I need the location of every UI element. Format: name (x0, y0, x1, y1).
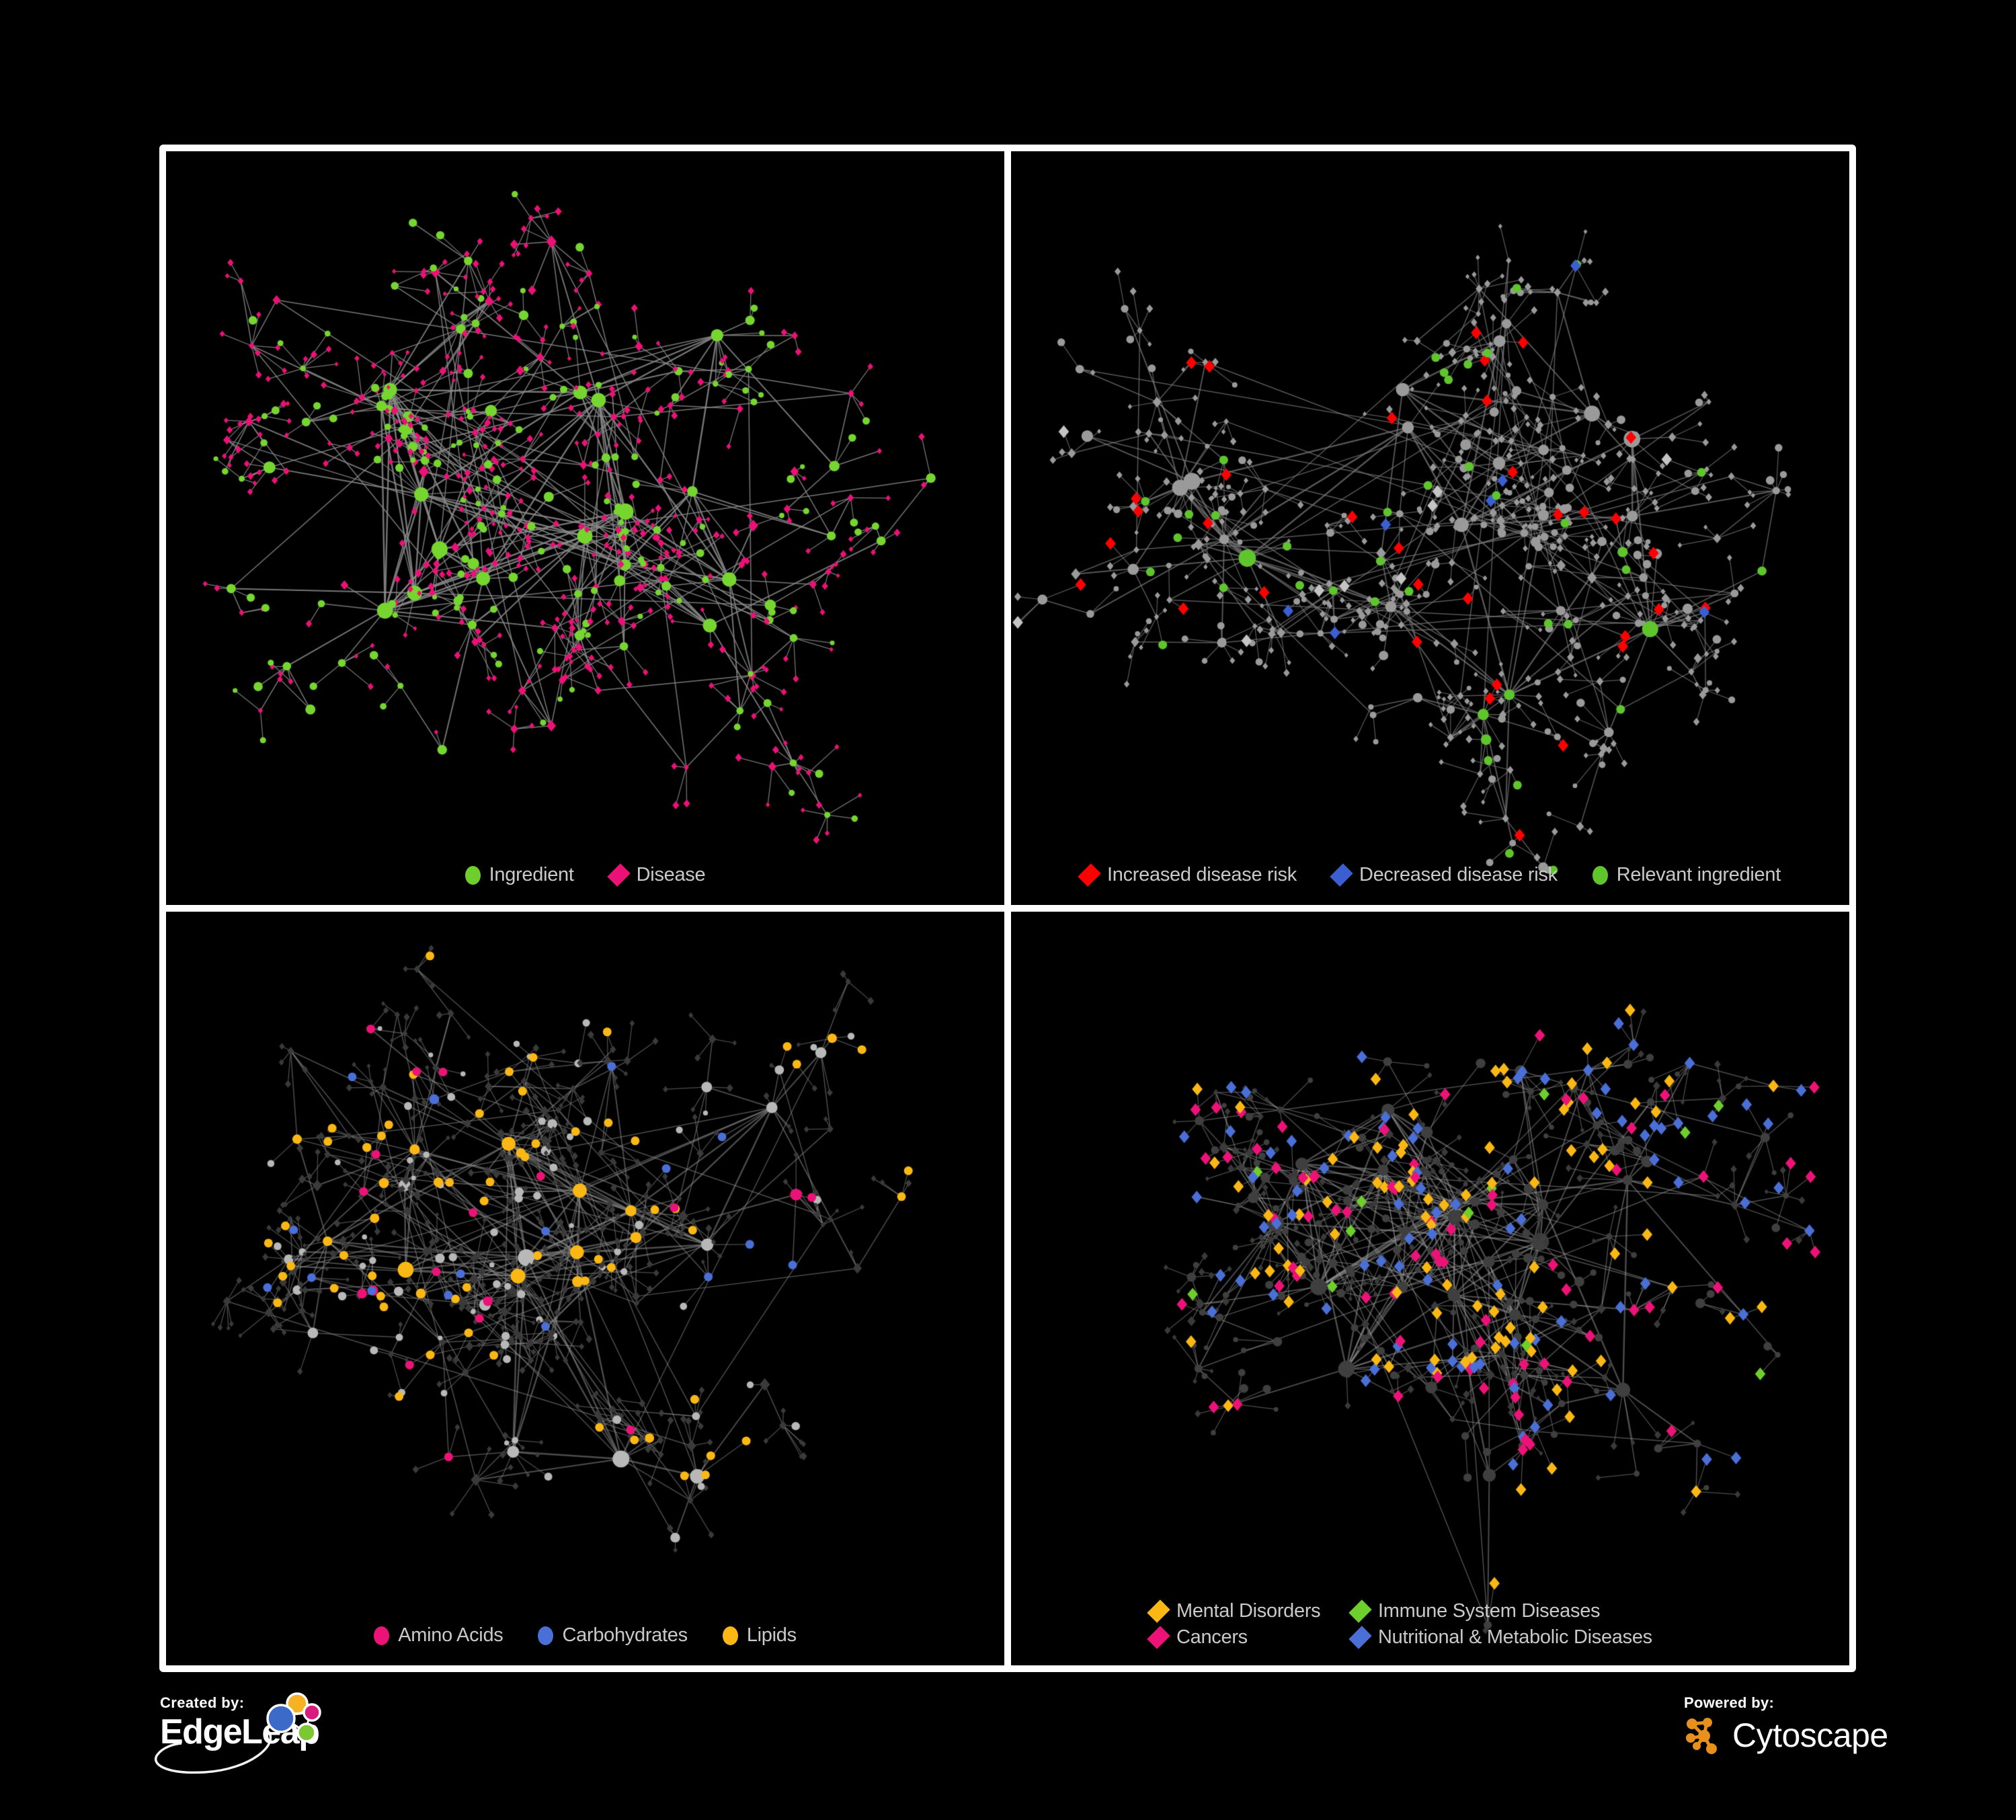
panel-ingredient-disease[interactable]: Ingredient Disease (166, 151, 1004, 905)
panel-grid: Ingredient Disease Increased disease ris… (159, 145, 1856, 1672)
legend-label-disease: Disease (636, 864, 706, 885)
relevant-ingredient-circle-icon (1592, 865, 1608, 885)
legend-item-relevant-ingredient[interactable]: Relevant ingredient (1592, 864, 1781, 886)
legend-row-2: Cancers Nutritional & Metabolic Diseases (1147, 1624, 1727, 1651)
legend-ingredient-disease: Ingredient Disease (166, 863, 1004, 887)
amino-acids-circle-icon (374, 1626, 390, 1645)
legend-label-carbohydrates: Carbohydrates (562, 1624, 688, 1646)
edgeleap-wordmark: EdgeLeap (154, 1692, 375, 1774)
edgeleap-node-graph-icon (266, 1692, 321, 1743)
carbohydrates-circle-icon (538, 1626, 554, 1645)
legend-label-cancers: Cancers (1176, 1626, 1248, 1648)
decreased-risk-diamond-icon (1330, 863, 1353, 887)
immune-system-diseases-diamond-icon (1348, 1599, 1372, 1623)
legend-label-ingredient: Ingredient (489, 864, 574, 885)
powered-by-label: Powered by: (1684, 1694, 1775, 1711)
panel-disease-class[interactable]: Mental Disorders Immune System Diseases … (1011, 912, 1849, 1665)
legend-item-amino-acids[interactable]: Amino Acids (374, 1624, 503, 1647)
legend-label-immune-system-diseases: Immune System Diseases (1378, 1600, 1601, 1622)
legend-item-lipids[interactable]: Lipids (722, 1624, 797, 1647)
network-canvas-disease-class[interactable] (1011, 912, 1849, 1665)
legend-label-increased-risk: Increased disease risk (1107, 864, 1297, 885)
legend-disease-risk: Increased disease risk Decreased disease… (1011, 863, 1849, 887)
legend-item-cancers[interactable]: Cancers (1147, 1626, 1350, 1649)
legend-item-immune-system-diseases[interactable]: Immune System Diseases (1348, 1599, 1727, 1623)
legend-nutrient-class: Amino Acids Carbohydrates Lipids (166, 1624, 1004, 1647)
lipids-circle-icon (722, 1626, 738, 1645)
legend-disease-class: Mental Disorders Immune System Diseases … (1011, 1598, 1849, 1651)
legend-label-mental-disorders: Mental Disorders (1176, 1600, 1321, 1622)
legend-label-decreased-risk: Decreased disease risk (1359, 864, 1558, 885)
edgeleap-swoosh-icon (154, 1728, 272, 1774)
footer: Created by: EdgeLeap Power (0, 1681, 2016, 1815)
legend-item-mental-disorders[interactable]: Mental Disorders (1147, 1599, 1350, 1623)
increased-risk-diamond-icon (1078, 863, 1101, 887)
legend-item-carbohydrates[interactable]: Carbohydrates (538, 1624, 688, 1647)
cancers-diamond-icon (1147, 1626, 1170, 1649)
legend-row-1: Mental Disorders Immune System Diseases (1147, 1598, 1727, 1624)
mental-disorders-diamond-icon (1147, 1599, 1170, 1623)
panel-disease-risk[interactable]: Increased disease risk Decreased disease… (1011, 151, 1849, 905)
legend-label-lipids: Lipids (746, 1624, 797, 1646)
created-by-label: Created by: (160, 1694, 245, 1711)
legend-label-relevant-ingredient: Relevant ingredient (1616, 864, 1781, 885)
network-canvas-nutrient-class[interactable] (166, 912, 1004, 1665)
legend-label-amino-acids: Amino Acids (398, 1624, 503, 1646)
cytoscape-logo[interactable]: Powered by: (1684, 1694, 1966, 1788)
network-canvas-ingredient-disease[interactable] (166, 151, 1004, 905)
cytoscape-text: Cytoscape (1732, 1716, 1888, 1754)
disease-diamond-icon (606, 863, 631, 887)
legend-item-ingredient[interactable]: Ingredient (465, 864, 574, 886)
cytoscape-row: Cytoscape (1684, 1714, 1966, 1756)
legend-item-nutritional-metabolic-diseases[interactable]: Nutritional & Metabolic Diseases (1348, 1626, 1727, 1649)
legend-label-nutritional-metabolic-diseases: Nutritional & Metabolic Diseases (1378, 1626, 1652, 1648)
legend-item-decreased-risk[interactable]: Decreased disease risk (1330, 863, 1558, 887)
legend-item-increased-risk[interactable]: Increased disease risk (1078, 863, 1297, 887)
ingredient-circle-icon (465, 865, 481, 885)
network-canvas-disease-risk[interactable] (1011, 151, 1849, 905)
edgeleap-logo[interactable]: Created by: EdgeLeap (154, 1692, 375, 1788)
nutritional-metabolic-diseases-diamond-icon (1348, 1626, 1372, 1649)
cytoscape-network-icon (1686, 1718, 1717, 1754)
legend-item-disease[interactable]: Disease (606, 863, 706, 887)
panel-nutrient-class[interactable]: Amino Acids Carbohydrates Lipids (166, 912, 1004, 1665)
